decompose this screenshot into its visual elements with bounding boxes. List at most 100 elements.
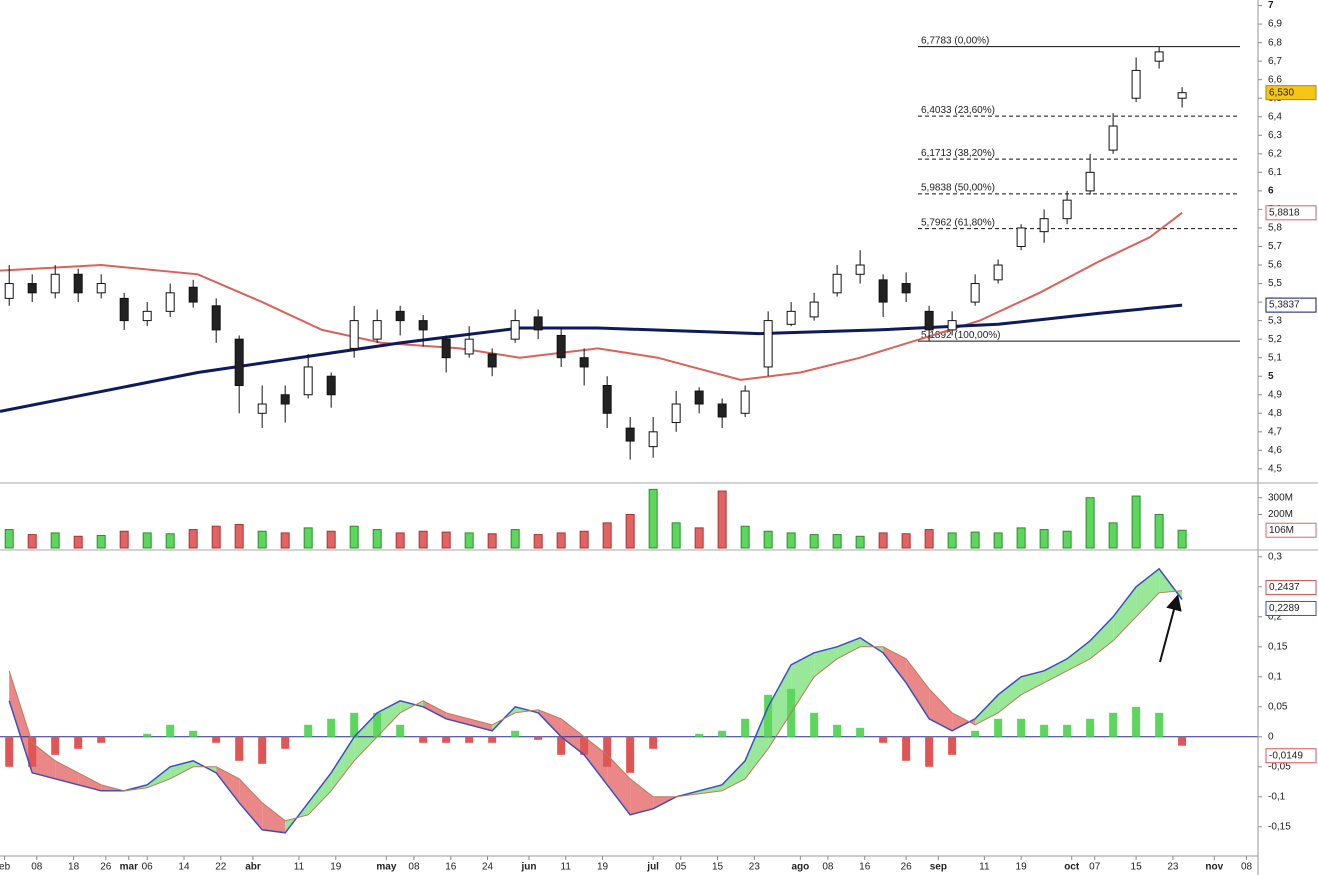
candle-body (1108, 125, 1118, 151)
macd-fill (1067, 640, 1091, 671)
y-tick-label: 6,3 (1268, 130, 1282, 141)
x-tick-label: 22 (215, 862, 227, 873)
macd-fill (768, 664, 792, 749)
x-tick-label: sep (930, 862, 947, 873)
volume-bar (487, 533, 497, 549)
y-tick-label: 4,8 (1268, 408, 1282, 419)
end-label-box (1265, 600, 1317, 616)
volume-bar (533, 534, 543, 549)
y-tick-label: 5,1 (1268, 352, 1282, 363)
candle-body (556, 334, 566, 359)
macd-fill (55, 760, 79, 785)
y-tick-label: -0,1 (1268, 791, 1286, 802)
candle-body (924, 310, 934, 331)
end-label: 5,8818 (1269, 207, 1300, 218)
histogram-bar (1178, 736, 1187, 746)
x-tick-label: 18 (68, 862, 80, 873)
y-tick-label: 0,1 (1268, 671, 1282, 682)
x-tick-label: ago (791, 862, 809, 873)
macd-fill (1090, 616, 1114, 659)
histogram-bar (649, 736, 658, 749)
volume-bar (625, 513, 635, 549)
volume-bar (73, 535, 83, 549)
volume-bar (1131, 495, 1141, 549)
candle-body (648, 431, 658, 448)
volume-bar (257, 530, 267, 549)
macd-fill (722, 760, 746, 791)
candle-body (211, 305, 221, 331)
histogram-bar (764, 694, 773, 737)
volume-bar (165, 533, 175, 549)
histogram-bar (5, 736, 14, 767)
histogram-bar (419, 736, 428, 743)
x-tick-label: 16 (445, 862, 457, 873)
volume-bar (1177, 529, 1187, 549)
x-tick-label: mar (120, 862, 138, 873)
y-tick-label: 5,5 (1268, 278, 1282, 289)
x-tick-label: 26 (100, 862, 112, 873)
candle-body (487, 353, 497, 368)
y-tick-label: 7 (1268, 0, 1274, 11)
moving-average (0, 303, 1183, 413)
histogram-bar (74, 736, 83, 749)
volume-bar (234, 524, 244, 549)
macd-fill (32, 742, 56, 779)
histogram-bar (212, 736, 221, 743)
volume-bar (740, 525, 750, 549)
volume-bar (142, 532, 152, 549)
candle-body (165, 292, 175, 312)
candle-body (579, 357, 589, 368)
macd-fill (1113, 586, 1137, 641)
candle-body (4, 283, 14, 299)
volume-bar (556, 532, 566, 549)
histogram-bar (971, 730, 980, 737)
candle-body (763, 320, 773, 368)
histogram-bar (1086, 718, 1095, 737)
volume-bar (786, 532, 796, 549)
histogram-bar (1040, 724, 1049, 737)
macd-fill (1044, 658, 1068, 683)
histogram-bar (1109, 712, 1118, 737)
y-tick-label: 0,05 (1268, 701, 1288, 712)
macd-fill (952, 712, 976, 731)
end-label: 106M (1269, 525, 1294, 536)
end-label: 6,530 (1269, 87, 1294, 98)
fibonacci-label: 5,7962 (61,80%) (921, 217, 995, 228)
macd-fill (239, 778, 263, 830)
histogram-bar (28, 736, 37, 767)
histogram-bar (603, 736, 612, 767)
candle-body (625, 427, 635, 442)
volume-bar (280, 532, 290, 549)
histogram-bar (948, 736, 957, 755)
candle-body (694, 390, 704, 405)
x-tick-label: 08 (31, 862, 43, 873)
end-label-box (1265, 85, 1317, 101)
x-tick-label: 11 (979, 862, 990, 873)
candle-body (717, 403, 727, 418)
y-tick-label: 5,7 (1268, 241, 1282, 252)
histogram-bar (166, 724, 175, 737)
end-label: -0,0149 (1269, 750, 1303, 761)
histogram-bar (373, 712, 382, 737)
macd-fill (630, 778, 654, 815)
end-label-box (1265, 522, 1317, 538)
candle-body (303, 366, 313, 396)
volume-bar (809, 534, 819, 549)
candle-body (671, 403, 681, 424)
volume-bar (602, 522, 612, 549)
histogram-bar (511, 730, 520, 737)
volume-bar (119, 530, 129, 549)
macd-fill (446, 712, 470, 725)
candle-body (1131, 69, 1141, 99)
end-label-box (1265, 580, 1317, 596)
x-tick-label: 16 (859, 862, 871, 873)
candle-body (1016, 227, 1026, 247)
y-tick-label: 0 (1268, 731, 1274, 742)
volume-bar (648, 488, 658, 549)
macd-fill (1136, 568, 1160, 617)
candle-body (234, 338, 244, 386)
fibonacci-label: 5,9838 (50,00%) (921, 183, 995, 194)
histogram-bar (51, 736, 60, 755)
y-tick-label: 4,5 (1268, 464, 1282, 475)
y-tick-label: 4,7 (1268, 426, 1282, 437)
